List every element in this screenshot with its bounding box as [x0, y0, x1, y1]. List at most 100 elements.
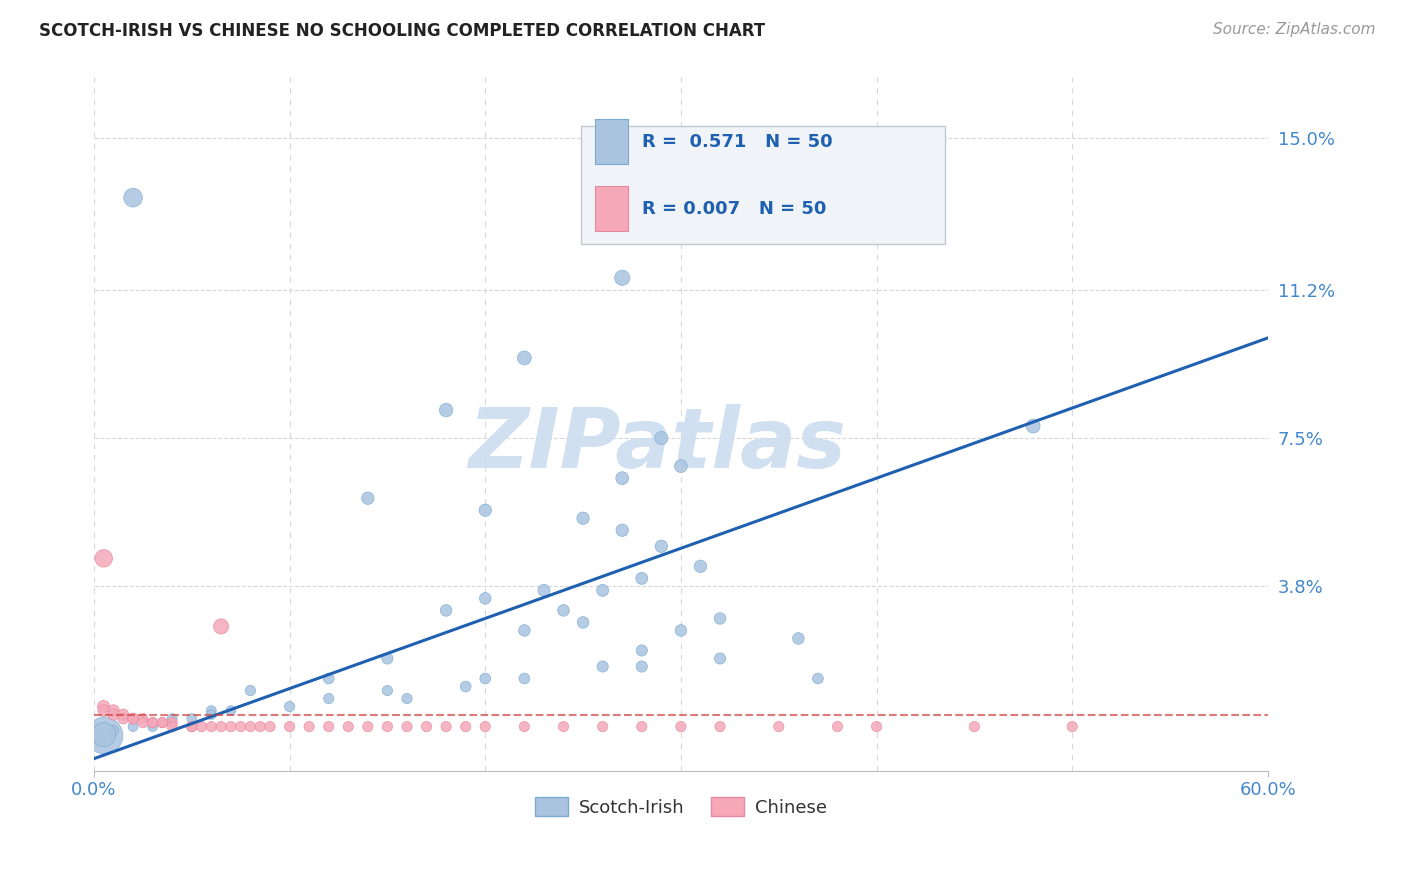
Point [630, 720, 652, 734]
Point [93, 728, 115, 742]
Point [103, 707, 125, 722]
Text: SCOTCH-IRISH VS CHINESE NO SCHOOLING COMPLETED CORRELATION CHART: SCOTCH-IRISH VS CHINESE NO SCHOOLING COM… [39, 22, 765, 40]
Point [103, 704, 125, 718]
Point [827, 720, 849, 734]
Point [572, 615, 595, 630]
Point [474, 591, 496, 606]
Point [807, 672, 830, 686]
Point [318, 720, 340, 734]
Text: Source: ZipAtlas.com: Source: ZipAtlas.com [1212, 22, 1375, 37]
Point [259, 720, 281, 734]
Point [709, 651, 731, 665]
Point [454, 680, 477, 694]
Point [768, 720, 790, 734]
Point [318, 691, 340, 706]
Point [122, 712, 145, 726]
Point [122, 712, 145, 726]
Point [689, 559, 711, 574]
Point [513, 624, 536, 638]
Point [650, 539, 672, 553]
Point [377, 683, 399, 698]
Point [474, 720, 496, 734]
Point [122, 191, 145, 205]
Point [513, 351, 536, 365]
Point [180, 720, 202, 734]
Point [395, 720, 418, 734]
Point [592, 659, 614, 673]
Point [93, 551, 115, 566]
Point [200, 720, 222, 734]
Point [93, 728, 115, 742]
Point [669, 459, 692, 474]
Point [219, 704, 242, 718]
Point [357, 720, 380, 734]
Text: R =  0.571   N = 50: R = 0.571 N = 50 [643, 133, 832, 151]
Point [474, 672, 496, 686]
Point [612, 471, 634, 485]
Point [160, 712, 183, 726]
Point [209, 720, 232, 734]
Point [152, 715, 174, 730]
Point [337, 720, 360, 734]
Point [513, 720, 536, 734]
Point [239, 720, 262, 734]
Point [709, 611, 731, 625]
Point [415, 720, 437, 734]
Point [669, 720, 692, 734]
Point [454, 720, 477, 734]
Point [709, 720, 731, 734]
Point [152, 715, 174, 730]
Point [200, 707, 222, 722]
Point [612, 523, 634, 537]
Point [630, 571, 652, 585]
FancyBboxPatch shape [581, 126, 945, 244]
Point [160, 715, 183, 730]
Point [132, 712, 155, 726]
Point [513, 672, 536, 686]
Point [592, 720, 614, 734]
Point [377, 651, 399, 665]
Point [209, 619, 232, 633]
Point [787, 632, 810, 646]
Point [278, 699, 301, 714]
Point [142, 715, 165, 730]
Point [434, 603, 457, 617]
Point [963, 720, 986, 734]
Point [377, 720, 399, 734]
Point [865, 720, 887, 734]
Point [219, 720, 242, 734]
Point [553, 603, 575, 617]
Point [103, 723, 125, 738]
Point [395, 691, 418, 706]
Legend: Scotch-Irish, Chinese: Scotch-Irish, Chinese [529, 790, 834, 824]
Point [122, 720, 145, 734]
Point [160, 720, 183, 734]
Point [1062, 720, 1084, 734]
Point [357, 491, 380, 506]
FancyBboxPatch shape [595, 186, 628, 231]
Point [434, 720, 457, 734]
Point [630, 643, 652, 657]
Point [612, 270, 634, 285]
Point [553, 720, 575, 734]
Point [180, 712, 202, 726]
Point [200, 704, 222, 718]
Point [278, 720, 301, 734]
Point [142, 715, 165, 730]
Point [142, 720, 165, 734]
Point [650, 431, 672, 445]
Point [572, 511, 595, 525]
Point [318, 672, 340, 686]
Point [93, 699, 115, 714]
Point [112, 712, 135, 726]
Point [229, 720, 252, 734]
Text: R = 0.007   N = 50: R = 0.007 N = 50 [643, 200, 827, 218]
Point [190, 720, 212, 734]
Point [1022, 419, 1045, 434]
Point [474, 503, 496, 517]
Point [239, 683, 262, 698]
Text: ZIPatlas: ZIPatlas [468, 404, 846, 485]
Point [112, 707, 135, 722]
Point [533, 583, 555, 598]
Point [142, 715, 165, 730]
